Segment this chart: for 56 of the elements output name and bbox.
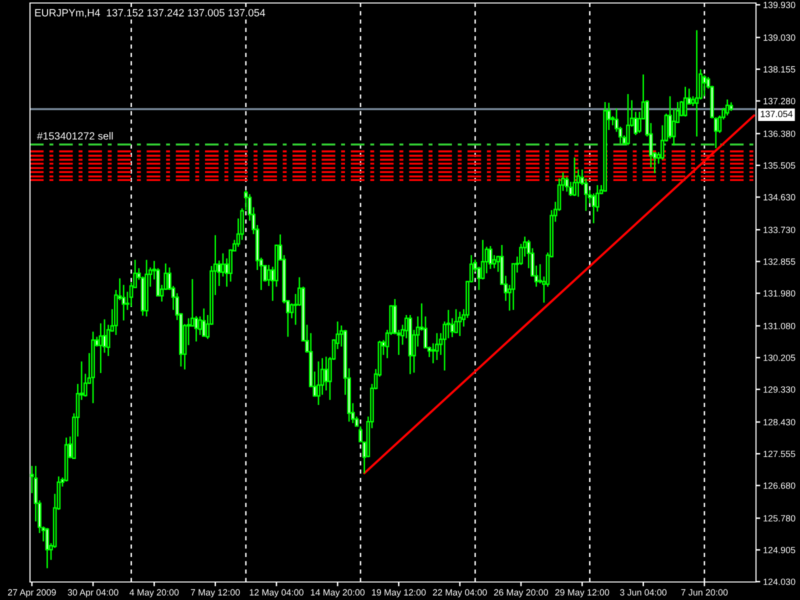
y-tick-label: 124.905 — [764, 546, 796, 554]
candlestick — [458, 311, 462, 337]
x-tick-label: 26 May 20:00 — [494, 589, 548, 598]
x-tick-label: 4 May 20:00 — [130, 589, 179, 598]
candlestick — [568, 181, 573, 197]
x-tick-label: 14 May 20:00 — [310, 589, 365, 598]
y-tick-label: 127.555 — [764, 450, 796, 458]
candlestick — [316, 360, 320, 406]
y-tick-label: 135.505 — [764, 162, 796, 169]
x-tick-label: 29 May 12:00 — [555, 589, 610, 598]
ref-line-label: 137.054 — [760, 110, 793, 118]
x-tick-label: 22 May 04:00 — [432, 589, 487, 598]
y-tick-label: 136.380 — [764, 130, 796, 137]
x-tick-label: 30 Apr 04:00 — [68, 589, 118, 598]
chart-title: EURJPYm,H4 137.152 137.242 137.005 137.054 — [35, 9, 266, 18]
y-tick-label: 139.930 — [764, 2, 796, 8]
y-tick-label: 137.280 — [764, 98, 796, 104]
candlestick — [98, 322, 103, 374]
y-tick-label: 138.155 — [764, 66, 796, 73]
y-tick-label: 134.630 — [764, 194, 796, 200]
y-tick-label: 131.980 — [764, 290, 796, 297]
candlestick — [691, 96, 695, 107]
candlestick — [324, 356, 328, 392]
candlestick — [488, 245, 492, 270]
y-tick-label: 126.680 — [764, 482, 796, 489]
y-tick-label: 129.330 — [764, 386, 796, 393]
y-tick-label: 130.205 — [764, 354, 796, 361]
y-tick-label: 133.730 — [764, 226, 796, 234]
candlestick — [672, 108, 676, 146]
candlestick — [45, 527, 50, 569]
candlestick — [725, 98, 730, 116]
candlestick — [454, 308, 458, 334]
candlestick — [202, 308, 206, 338]
candlestick — [435, 332, 439, 361]
candlestick — [564, 176, 569, 192]
candlestick — [572, 156, 576, 197]
x-tick-label: 27 Apr 2009 — [8, 589, 56, 598]
y-tick-label: 125.780 — [764, 515, 796, 522]
candlestick — [221, 252, 225, 278]
y-tick-label: 131.080 — [764, 322, 796, 330]
y-tick-label: 124.030 — [764, 578, 796, 585]
x-tick-label: 7 Jun 20:00 — [681, 589, 728, 596]
x-tick-label: 19 May 12:00 — [372, 589, 426, 598]
candlestick — [683, 86, 688, 118]
candlestick — [194, 315, 198, 342]
x-tick-label: 3 Jun 04:00 — [620, 589, 667, 596]
x-tick-label: 7 May 12:00 — [190, 589, 240, 598]
x-tick-label: 12 May 04:00 — [250, 589, 304, 598]
ref-line-label: #153401272 sell — [36, 132, 113, 140]
candlestick — [431, 342, 436, 364]
candlestick — [694, 30, 699, 138]
y-tick-label: 128.430 — [764, 418, 796, 426]
candlestick — [626, 93, 630, 146]
y-tick-label: 132.855 — [764, 258, 796, 265]
y-tick-label: 139.030 — [764, 34, 796, 41]
candlestick — [266, 264, 271, 287]
